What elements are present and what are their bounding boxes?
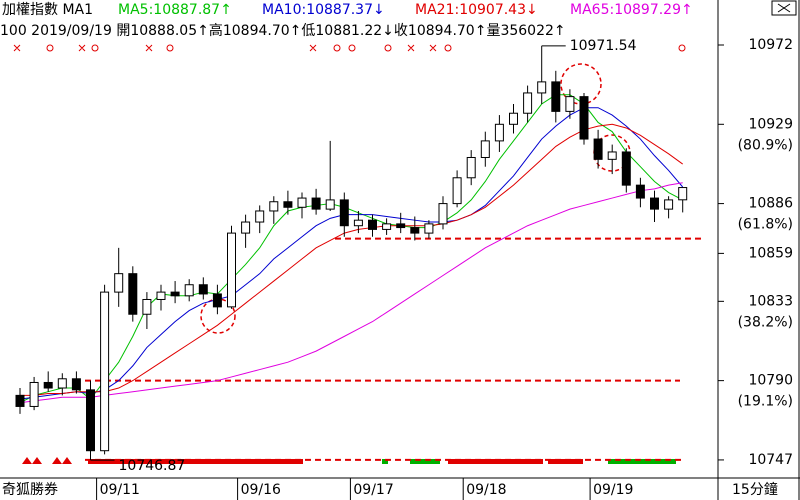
candle-body: [480, 140, 490, 158]
candle-body: [438, 203, 448, 225]
candle-body: [57, 378, 67, 389]
candle-body: [452, 177, 462, 205]
x-tick-label: 09/18: [466, 482, 506, 498]
candle-body: [29, 381, 39, 407]
candle-body: [368, 219, 377, 230]
candle-body: [382, 223, 392, 230]
candle-body: [678, 187, 688, 201]
candle-body: [43, 381, 53, 389]
candle-body: [184, 284, 194, 297]
legend-entry: MA10:10887.37↓: [262, 2, 385, 18]
candle-body: [607, 151, 617, 160]
candle-body: [100, 291, 110, 452]
fib-label: (61.8%): [738, 217, 793, 233]
x-tick-label: 09/19: [593, 482, 633, 498]
candle-body: [283, 201, 293, 208]
legend-entry: MA65:10897.29↑: [570, 2, 693, 18]
candle-body: [424, 223, 434, 234]
candle-body: [650, 197, 659, 210]
brand: 奇狐勝券: [2, 481, 58, 498]
y-tick-label: 10747: [748, 452, 793, 468]
candle-body: [71, 378, 81, 391]
candle-body: [269, 201, 279, 212]
candle-body: [353, 219, 363, 227]
volume-signals: [382, 459, 676, 464]
y-tick-label: 10886: [748, 196, 793, 212]
candle-body: [297, 197, 307, 208]
ma-line: [19, 182, 683, 404]
y-tick-label: 10790: [748, 373, 793, 389]
candle-body: [551, 81, 561, 112]
candle-body: [664, 199, 674, 210]
candle-body: [339, 199, 349, 227]
chart-title: 加權指數 MA1: [2, 2, 93, 18]
y-tick-label: 10833: [748, 293, 793, 309]
x-tick-label: 09/11: [100, 482, 140, 498]
y-tick-label: 10929: [748, 116, 793, 132]
candle-body: [311, 197, 321, 210]
legend-entry: MA5:10887.87↑: [118, 2, 232, 18]
candle-body: [241, 221, 251, 234]
ma-line: [20, 123, 683, 396]
candle-body: [579, 96, 589, 140]
candle-body: [255, 210, 265, 223]
ma-line: [19, 107, 684, 400]
fib-label: (80.9%): [738, 137, 793, 153]
candle-body: [15, 394, 25, 407]
candle-body: [410, 227, 420, 234]
candle-body: [396, 223, 406, 229]
y-tick-label: 10859: [748, 245, 793, 261]
annotation: 10746.87: [119, 458, 186, 474]
candle-body: [170, 291, 180, 297]
candle-body: [635, 184, 645, 199]
info-line: 100 2019/09/19 開10888.05↑高10894.70↑低1088…: [0, 22, 566, 39]
candle-body: [509, 112, 518, 125]
x-tick-label: 09/17: [353, 482, 393, 498]
candle-body: [156, 291, 166, 300]
candle-body: [227, 232, 236, 308]
candle-body: [86, 389, 95, 452]
annotation: 10971.54: [570, 38, 637, 54]
period: 15分鐘: [732, 481, 778, 498]
signal-markers: [13, 44, 686, 52]
fib-label: (19.1%): [738, 394, 793, 410]
candle-body: [523, 92, 533, 114]
x-tick-label: 09/16: [241, 482, 281, 498]
candle-body: [494, 123, 504, 142]
fib-label: (38.2%): [738, 314, 793, 330]
candle-body: [325, 199, 335, 210]
candle-body: [565, 96, 575, 112]
candle-body: [621, 151, 631, 186]
candle-body: [198, 284, 208, 295]
candle-body: [142, 298, 152, 315]
candle-body: [593, 138, 603, 160]
candle-body: [466, 156, 476, 179]
candle-body: [212, 293, 222, 308]
y-tick-label: 10972: [748, 37, 793, 53]
candle-body: [128, 273, 138, 315]
candle-body: [114, 273, 124, 293]
legend-entry: MA21:10907.43↓: [415, 2, 538, 18]
volume-signals: [22, 457, 583, 464]
candle-body: [537, 81, 547, 94]
close-icon[interactable]: [777, 3, 791, 13]
